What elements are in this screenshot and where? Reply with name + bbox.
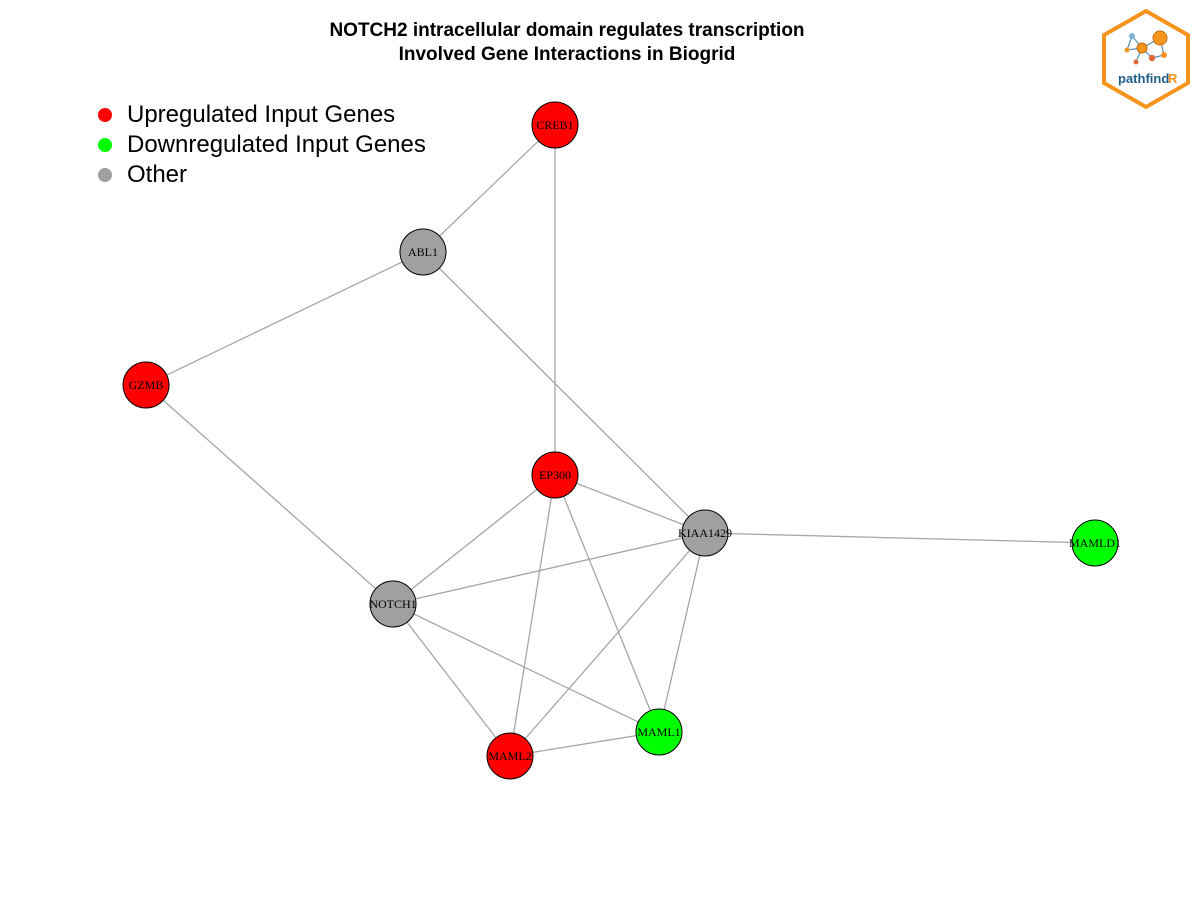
node-maml2[interactable]: MAML2 (486, 732, 534, 780)
node-gzmb[interactable]: GZMB (122, 361, 170, 409)
node-circle-notch1[interactable] (369, 580, 417, 628)
edge-notch1-maml1 (392, 603, 660, 733)
edge-creb1-abl1 (422, 124, 556, 253)
legend-dot-downregulated (98, 138, 112, 152)
legend-item-downregulated: Downregulated Input Genes (98, 130, 426, 160)
legend: Upregulated Input Genes Downregulated In… (98, 100, 426, 190)
node-label-maml1: MAML1 (637, 725, 680, 739)
edge-gzmb-notch1 (145, 384, 394, 605)
node-circle-maml1[interactable] (635, 708, 683, 756)
figure-title-line-1: NOTCH2 intracellular domain regulates tr… (329, 20, 805, 41)
node-creb1[interactable]: CREB1 (531, 101, 579, 149)
edge-maml2-maml1 (509, 731, 660, 757)
logo-text-accent: R (1168, 71, 1178, 86)
node-label-notch1: NOTCH1 (369, 597, 416, 611)
node-ep300[interactable]: EP300 (531, 451, 579, 499)
node-maml1[interactable]: MAML1 (635, 708, 683, 756)
node-label-creb1: CREB1 (536, 118, 573, 132)
legend-item-upregulated: Upregulated Input Genes (98, 100, 426, 130)
edge-abl1-kiaa1429 (422, 251, 706, 534)
legend-item-other: Other (98, 160, 426, 190)
node-circle-gzmb[interactable] (122, 361, 170, 409)
node-circle-mamld1[interactable] (1071, 519, 1119, 567)
edge-kiaa1429-notch1 (392, 532, 706, 605)
edge-ep300-notch1 (392, 474, 556, 605)
legend-label-downregulated: Downregulated Input Genes (127, 131, 426, 158)
node-label-mamld1: MAMLD1 (1069, 536, 1121, 550)
legend-label-upregulated: Upregulated Input Genes (127, 101, 396, 128)
figure-title-line-2: Involved Gene Interactions in Biogrid (398, 44, 736, 65)
edge-notch1-maml2 (392, 603, 511, 757)
node-mamld1[interactable]: MAMLD1 (1069, 519, 1121, 567)
edge-ep300-maml2 (509, 474, 556, 757)
node-label-abl1: ABL1 (408, 245, 438, 259)
legend-dot-other (98, 168, 112, 182)
node-kiaa1429[interactable]: KIAA1429 (678, 509, 732, 557)
edge-ep300-maml1 (554, 474, 660, 733)
node-circle-creb1[interactable] (531, 101, 579, 149)
edge-kiaa1429-maml2 (509, 532, 706, 757)
node-circle-ep300[interactable] (531, 451, 579, 499)
node-circle-abl1[interactable] (399, 228, 447, 276)
node-notch1[interactable]: NOTCH1 (369, 580, 417, 628)
edge-abl1-gzmb (145, 251, 424, 386)
node-label-gzmb: GZMB (129, 378, 164, 392)
pathfindr-logo: pathfind R (1102, 8, 1190, 110)
edge-layer (145, 124, 1096, 757)
legend-dot-upregulated (98, 108, 112, 122)
legend-label-other: Other (127, 161, 188, 188)
edge-kiaa1429-maml1 (658, 532, 706, 733)
node-circle-maml2[interactable] (486, 732, 534, 780)
node-label-ep300: EP300 (539, 468, 571, 482)
edge-ep300-kiaa1429 (554, 474, 706, 534)
node-label-kiaa1429: KIAA1429 (678, 526, 732, 540)
node-abl1[interactable]: ABL1 (399, 228, 447, 276)
node-layer: CREB1 ABL1 GZMB EP300 KIAA1429 MAMLD1 NOTCH1 MA… (122, 101, 1121, 780)
node-label-maml2: MAML2 (488, 749, 531, 763)
node-circle-kiaa1429[interactable] (681, 509, 729, 557)
logo-text-main: pathfind (1118, 71, 1169, 86)
edge-kiaa1429-mamld1 (704, 532, 1096, 544)
